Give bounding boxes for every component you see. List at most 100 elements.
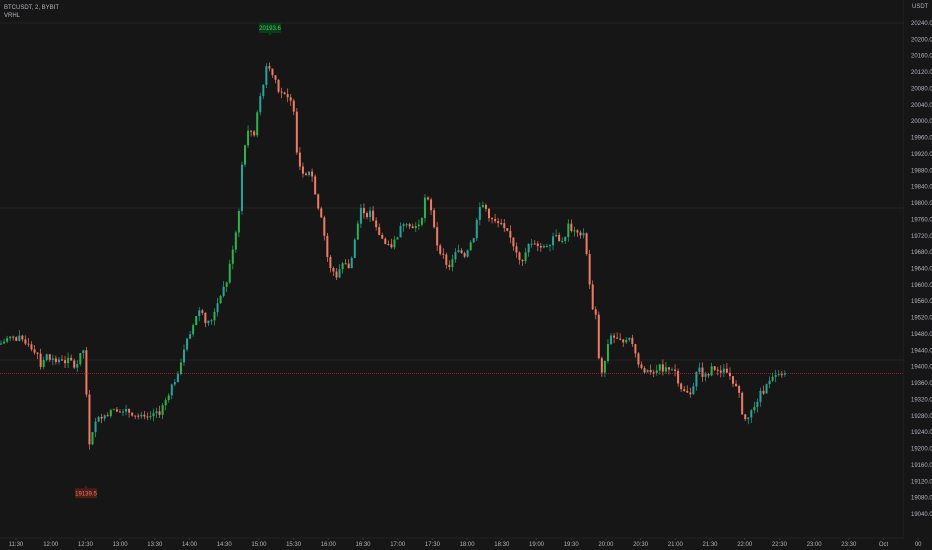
candle-body (506, 228, 509, 231)
price-tick-label: 19440.0 (911, 348, 932, 354)
time-tick-label: 12:00 (43, 542, 59, 548)
time-axis[interactable]: 11:30 12:00 12:30 13:00 13:30 14:00 14:30 15:00… (9, 538, 922, 548)
price-tick-label: 19880.0 (911, 168, 932, 174)
price-tick-label: 19240.0 (911, 430, 932, 436)
candle-body (411, 226, 414, 229)
candle-body (134, 415, 137, 417)
candle-body (97, 416, 100, 422)
low-marker-pointer (84, 485, 88, 489)
candle-body (237, 211, 240, 233)
candle-body (573, 230, 576, 232)
high-marker-box (259, 22, 281, 33)
candle-body (268, 66, 271, 69)
candle-body (286, 94, 289, 98)
candle-body (396, 237, 399, 240)
candle-body (716, 369, 719, 371)
candle-body (137, 415, 140, 417)
candle-body (643, 368, 646, 373)
candle-body (54, 358, 57, 362)
candle-body (88, 394, 91, 445)
time-tick-label: 13:00 (113, 542, 129, 548)
candle-body (15, 337, 18, 341)
candle-body (576, 230, 579, 233)
candle-body (213, 311, 216, 321)
candle-body (158, 411, 161, 415)
candle-body (539, 246, 542, 248)
time-tick-label: 20:00 (598, 542, 614, 548)
candle-body (198, 310, 201, 317)
price-axis[interactable]: 20240.0 20200.0 20160.0 20120.0 20080.0 20040… (904, 0, 932, 550)
candle-body (674, 369, 677, 371)
time-tick-label: 15:30 (286, 542, 302, 548)
candle-body (597, 314, 600, 359)
price-tick-label: 20120.0 (911, 70, 932, 76)
candle-body (186, 338, 189, 350)
candle-body (542, 246, 545, 248)
candle-body (610, 335, 612, 344)
high-marker-label: 20193.6 (259, 26, 281, 32)
price-tick-label: 19080.0 (911, 496, 932, 502)
candle-body (3, 341, 6, 344)
time-tick-label: 21:00 (668, 542, 684, 548)
candle-body (0, 343, 2, 345)
candle-body (521, 259, 524, 262)
candle-body (179, 362, 182, 375)
price-tick-label: 19800.0 (911, 201, 932, 207)
candlestick-series (0, 62, 786, 450)
candle-body (57, 359, 60, 362)
candle-body (588, 253, 591, 285)
candle-body (216, 303, 219, 312)
candle-body (323, 217, 326, 236)
candle-body (378, 227, 381, 235)
symbol-title[interactable]: BTCUSDT, 2, BYBIT (4, 5, 60, 11)
time-tick-label: 12:30 (78, 542, 94, 548)
candle-body (594, 309, 597, 315)
candle-body (414, 225, 417, 229)
candle-body (570, 223, 573, 231)
candle-body (347, 263, 350, 269)
candle-body (527, 243, 530, 253)
candle-body (481, 204, 484, 208)
candle-body (301, 166, 304, 174)
candle-body (344, 263, 347, 265)
price-tick-label: 19320.0 (911, 397, 932, 403)
candle-body (112, 409, 115, 411)
candle-body (152, 413, 155, 417)
candle-body (677, 370, 680, 384)
candle-body (125, 408, 128, 412)
indicator-title[interactable]: VRHL (4, 13, 21, 19)
candle-body (250, 130, 253, 132)
candle-body (515, 246, 518, 253)
candle-body (27, 343, 30, 345)
candle-body (94, 421, 97, 433)
candle-body (271, 68, 274, 76)
candle-body (131, 412, 134, 416)
candle-body (402, 224, 405, 227)
low-marker-label: 19139.5 (75, 491, 97, 497)
candle-body (399, 226, 402, 238)
candle-body (549, 245, 551, 247)
candle-body (606, 343, 609, 362)
candle-body (524, 252, 527, 262)
candle-body (262, 84, 265, 97)
candle-body (500, 223, 503, 225)
candle-body (552, 236, 555, 246)
candle-body (664, 367, 667, 372)
candle-body (591, 284, 594, 310)
candle-body (12, 336, 15, 338)
candle-body (692, 386, 695, 395)
candle-body (735, 383, 738, 387)
price-tick-label: 20200.0 (911, 37, 932, 43)
candle-body (274, 75, 277, 80)
currency-unit[interactable]: USDT (912, 4, 929, 10)
candle-body (362, 208, 365, 214)
price-tick-label: 20080.0 (911, 86, 932, 92)
price-tick-label: 19560.0 (911, 299, 932, 305)
candle-body (561, 240, 564, 242)
candle-body (61, 359, 63, 361)
time-tick-label: 17:30 (425, 542, 441, 548)
candle-body (497, 221, 500, 224)
candle-body (756, 401, 759, 407)
